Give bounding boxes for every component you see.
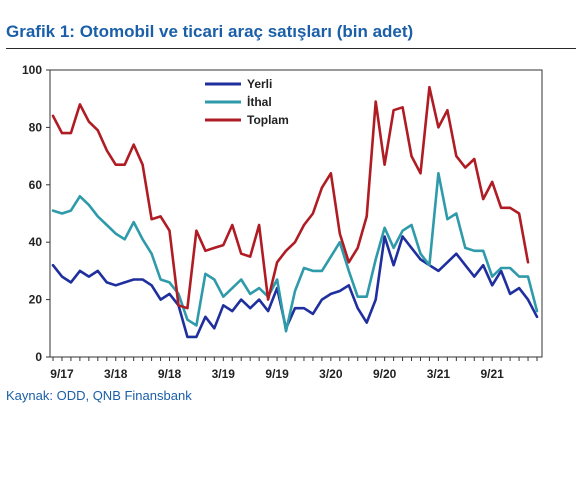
legend-label: Toplam [247, 113, 289, 127]
legend-label: İthal [247, 94, 272, 109]
y-tick-label: 100 [22, 63, 42, 77]
x-tick-label: 9/20 [373, 367, 397, 381]
x-tick-label: 3/21 [427, 367, 451, 381]
x-tick-label: 9/17 [50, 367, 74, 381]
y-tick-label: 0 [35, 350, 42, 364]
series-line-yerli [51, 235, 539, 339]
x-tick-label: 3/19 [212, 367, 236, 381]
title-divider [6, 48, 576, 49]
series-layer [51, 85, 539, 339]
y-tick-label: 20 [29, 293, 43, 307]
y-tick-label: 60 [29, 178, 43, 192]
y-tick-label: 80 [29, 120, 43, 134]
plot-frame [49, 69, 543, 358]
x-tick-label: 9/18 [158, 367, 182, 381]
x-axis: 9/17 3/18 9/18 3/19 9/19 3/20 9/20 3/21 9/21 [50, 357, 538, 381]
x-tick-label: 9/19 [265, 367, 289, 381]
legend-label: Yerli [247, 77, 272, 91]
y-tick-label: 40 [29, 235, 43, 249]
chart-title: Grafik 1: Otomobil ve ticari araç satışl… [6, 22, 414, 41]
source-note: Kaynak: ODD, QNB Finansbank [6, 388, 192, 403]
x-tick-label: 9/21 [481, 367, 505, 381]
x-tick-label: 3/18 [104, 367, 128, 381]
y-axis: 0 20 40 60 80 100 [22, 63, 50, 364]
legend: Yerli İthal Toplam [205, 77, 289, 127]
series-line-toplam [51, 85, 530, 310]
series-line-i-thal [51, 172, 539, 333]
x-tick-label: 3/20 [319, 367, 343, 381]
